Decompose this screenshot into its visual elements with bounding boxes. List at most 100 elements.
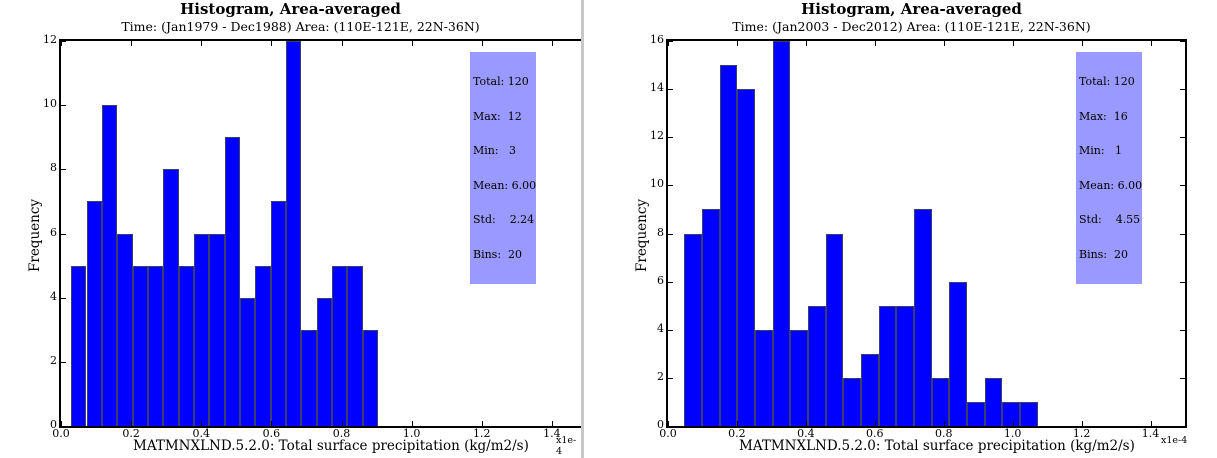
y-tick-mark: [668, 377, 673, 379]
y-tick-label: 10: [650, 177, 664, 191]
x-tick-mark: [668, 421, 669, 426]
y-tick-mark: [582, 234, 584, 235]
y-tick-mark: [582, 298, 584, 299]
x-tick-label: 0.8: [332, 427, 351, 440]
y-tick-mark: [668, 329, 673, 331]
y-tick-mark: [582, 41, 584, 42]
y-tick-mark: [1180, 89, 1185, 91]
histogram-bar: [684, 233, 702, 426]
x-tick-mark: [736, 41, 738, 46]
y-tick-label: 16: [650, 33, 664, 46]
plot-area: [666, 39, 1187, 428]
histogram-bar: [209, 233, 225, 426]
histogram-bar: [772, 41, 791, 426]
x-tick-mark: [201, 421, 203, 426]
y-tick-label: 0: [50, 418, 57, 431]
plot-area: [59, 39, 581, 428]
y-tick-mark: [668, 281, 673, 283]
x-tick-mark: [1012, 41, 1014, 46]
stat-total: Total: 120: [1079, 75, 1135, 88]
chart-subtitle: Time: (Jan2003 - Dec2012) Area: (110E-12…: [732, 19, 1091, 34]
x-tick-label: 0.0: [659, 427, 677, 440]
x-tick-label: 1.2: [473, 427, 491, 440]
x-tick-mark: [271, 421, 273, 426]
y-tick-mark: [1180, 329, 1185, 331]
y-tick-mark: [668, 233, 673, 235]
x-axis-multiplier: x1e-4: [556, 435, 577, 457]
histogram-panel-1979-1988: Histogram, Area-averaged Time: (Jan1979 …: [0, 0, 584, 458]
histogram-bar: [132, 265, 148, 426]
y-tick-label: 12: [43, 33, 57, 46]
y-tick-mark: [668, 185, 673, 187]
y-tick-mark: [582, 169, 584, 170]
histogram-bar: [239, 297, 256, 426]
x-tick-label: 0.6: [866, 427, 884, 440]
y-tick-mark: [1180, 426, 1185, 427]
x-tick-label: 0.2: [728, 427, 746, 440]
y-tick-mark: [61, 105, 66, 107]
y-tick-mark: [61, 297, 66, 299]
x-tick-mark: [1081, 41, 1083, 46]
x-axis-label: MATMNXLND.5.2.0: Total surface precipita…: [133, 438, 529, 454]
y-tick-label: 0: [657, 418, 664, 431]
y-tick-mark: [1180, 377, 1185, 379]
y-tick-mark: [1180, 185, 1185, 187]
histogram-bar: [224, 137, 240, 426]
stats-box: Total: 120 Max: 16 Min: 1 Mean: 6.00 Std…: [1076, 52, 1142, 284]
x-tick-mark: [481, 421, 483, 426]
histogram-bar: [117, 233, 133, 426]
y-tick-label: 12: [650, 129, 664, 143]
histogram-bar: [86, 201, 102, 426]
x-tick-mark: [736, 421, 738, 426]
stat-bins: Bins: 20: [473, 247, 523, 261]
histogram-bar: [861, 353, 879, 426]
stat-std: Std: 4.55: [1079, 213, 1141, 226]
x-tick-label: 0.6: [262, 427, 281, 440]
y-tick-mark: [1180, 137, 1185, 139]
y-tick-mark: [1180, 233, 1185, 235]
chart-title: Histogram, Area-averaged: [801, 0, 1022, 18]
x-tick-label: 1.0: [1003, 427, 1022, 440]
y-tick-mark: [668, 426, 673, 427]
x-tick-label: 1.0: [402, 427, 421, 440]
y-tick-mark: [1180, 281, 1185, 283]
y-tick-label: 4: [657, 321, 664, 335]
x-axis-label: MATMNXLND.5.2.0: Total surface precipita…: [739, 438, 1135, 454]
x-tick-mark: [61, 421, 62, 426]
x-tick-mark: [1150, 41, 1152, 46]
y-tick-label: 10: [43, 97, 57, 111]
chart-subtitle: Time: (Jan1979 - Dec1988) Area: (110E-12…: [121, 19, 480, 34]
x-axis-multiplier: x1e-4: [1161, 435, 1188, 446]
x-tick-mark: [805, 41, 807, 46]
histogram-bar: [285, 41, 302, 426]
x-tick-label: 1.4: [543, 427, 561, 440]
histogram-bar: [984, 377, 1003, 426]
histogram-bar: [101, 105, 118, 426]
histogram-bar: [163, 169, 179, 426]
x-tick-mark: [411, 421, 413, 426]
x-tick-mark: [481, 41, 483, 46]
histogram-bar: [701, 209, 720, 426]
histogram-bar: [719, 65, 738, 426]
y-tick-label: 6: [50, 225, 57, 239]
histogram-bar: [347, 265, 363, 426]
histogram-bar: [754, 329, 773, 426]
histogram-bar: [270, 201, 286, 426]
histogram-bar: [914, 209, 932, 426]
x-tick-mark: [1081, 421, 1083, 426]
histogram-bar: [896, 305, 915, 426]
x-tick-mark: [874, 421, 876, 426]
histogram-bar: [825, 233, 844, 426]
histogram-bar: [71, 265, 87, 426]
x-tick-mark: [201, 41, 203, 46]
histogram-bar: [967, 401, 985, 426]
x-tick-mark: [943, 41, 945, 46]
x-tick-mark: [1150, 421, 1152, 426]
x-tick-mark: [411, 41, 413, 46]
x-tick-mark: [874, 41, 876, 46]
histogram-bar: [878, 305, 897, 426]
x-tick-mark: [341, 41, 343, 46]
y-tick-mark: [61, 233, 66, 235]
y-tick-mark: [582, 426, 584, 427]
histogram-bar: [949, 281, 968, 426]
